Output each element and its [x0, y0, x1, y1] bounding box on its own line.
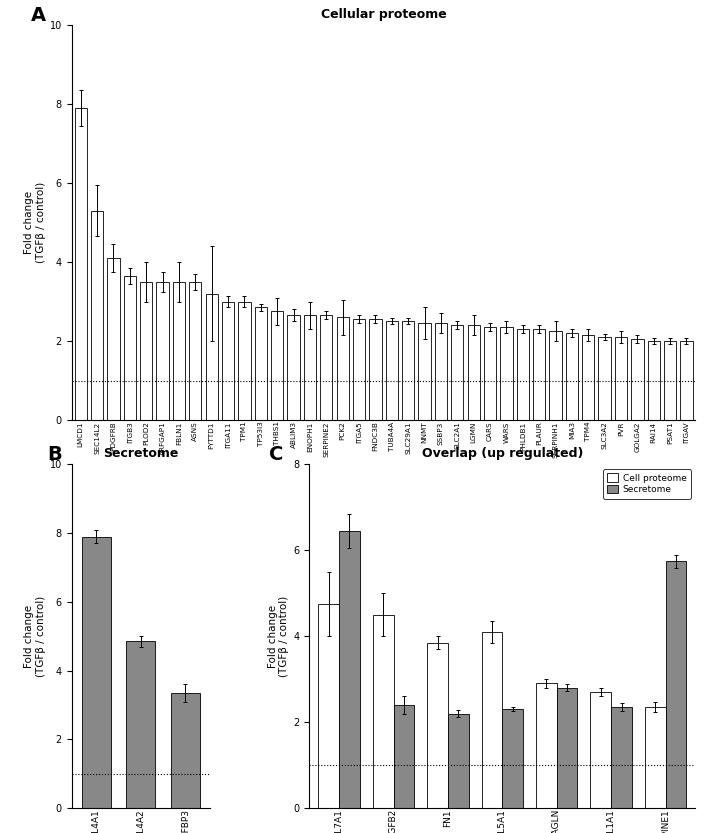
Bar	[353, 319, 365, 420]
Bar	[631, 339, 644, 420]
Bar	[549, 332, 561, 420]
Bar	[419, 323, 431, 420]
Bar	[645, 707, 665, 808]
Bar	[108, 258, 120, 420]
Bar	[123, 276, 136, 420]
Text: A: A	[31, 6, 47, 25]
Bar	[320, 316, 333, 420]
Bar	[451, 325, 463, 420]
Bar	[484, 327, 496, 420]
Bar	[402, 322, 414, 420]
Bar	[238, 302, 250, 420]
Bar	[680, 341, 693, 420]
Bar	[373, 615, 394, 808]
Bar	[591, 692, 611, 808]
Bar	[517, 329, 529, 420]
Bar	[427, 643, 448, 808]
Bar	[467, 325, 480, 420]
Title: Secretome: Secretome	[103, 447, 179, 461]
Bar	[582, 335, 594, 420]
Bar	[599, 337, 611, 420]
Bar	[448, 714, 469, 808]
Bar	[222, 302, 234, 420]
Y-axis label: Fold change
(TGFβ / control): Fold change (TGFβ / control)	[24, 596, 46, 677]
Bar	[140, 282, 152, 420]
Bar	[533, 329, 545, 420]
Bar	[173, 282, 185, 420]
Bar	[665, 561, 686, 808]
Bar	[503, 709, 523, 808]
Bar	[369, 319, 381, 420]
Bar	[288, 316, 300, 420]
Bar	[611, 707, 632, 808]
Y-axis label: Fold change
(TGFβ / control): Fold change (TGFβ / control)	[267, 596, 289, 677]
Text: B: B	[47, 446, 62, 465]
Bar	[126, 641, 155, 808]
Bar	[75, 108, 87, 420]
Bar	[536, 683, 557, 808]
Bar	[82, 536, 110, 808]
Bar	[91, 211, 103, 420]
Bar	[171, 693, 199, 808]
Bar	[394, 705, 414, 808]
Legend: Cell proteome, Secretome: Cell proteome, Secretome	[603, 469, 691, 499]
Bar	[339, 531, 360, 808]
Bar	[566, 333, 578, 420]
Bar	[647, 341, 660, 420]
Bar	[318, 604, 339, 808]
Y-axis label: Fold change
(TGFβ / control): Fold change (TGFβ / control)	[24, 182, 46, 263]
Text: C: C	[269, 446, 283, 465]
Bar	[664, 341, 676, 420]
Bar	[435, 323, 447, 420]
Bar	[271, 312, 283, 420]
Bar	[206, 294, 218, 420]
Bar	[615, 337, 627, 420]
Bar	[304, 316, 316, 420]
Bar	[336, 317, 348, 420]
Bar	[255, 307, 267, 420]
Bar	[156, 282, 168, 420]
Bar	[557, 688, 577, 808]
Title: Cellular proteome: Cellular proteome	[320, 8, 447, 21]
Bar	[500, 327, 513, 420]
Bar	[386, 322, 398, 420]
Title: Overlap (up regulated): Overlap (up regulated)	[422, 447, 583, 461]
Bar	[189, 282, 201, 420]
Bar	[482, 632, 503, 808]
